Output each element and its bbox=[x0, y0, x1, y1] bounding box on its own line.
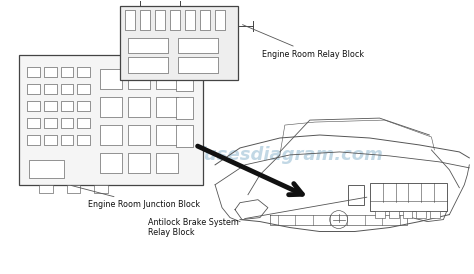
Bar bbox=[44, 67, 56, 77]
Bar bbox=[18, 55, 203, 185]
Bar bbox=[128, 58, 168, 73]
Bar bbox=[128, 38, 168, 53]
Bar bbox=[44, 84, 56, 94]
Bar bbox=[27, 101, 40, 111]
Bar bbox=[176, 69, 193, 91]
Bar bbox=[61, 135, 73, 145]
Bar bbox=[389, 211, 399, 218]
Bar bbox=[61, 118, 73, 128]
Bar bbox=[156, 153, 178, 173]
Text: Engine Room Junction Block: Engine Room Junction Block bbox=[71, 185, 201, 209]
Bar bbox=[156, 125, 178, 145]
Bar bbox=[430, 211, 440, 218]
Bar bbox=[44, 135, 56, 145]
Bar bbox=[347, 185, 364, 205]
Bar bbox=[370, 183, 447, 211]
Bar bbox=[156, 69, 178, 89]
Bar bbox=[185, 10, 195, 30]
Bar bbox=[100, 97, 122, 117]
Bar bbox=[100, 153, 122, 173]
Bar bbox=[44, 101, 56, 111]
Bar bbox=[100, 125, 122, 145]
Bar bbox=[200, 10, 210, 30]
Bar bbox=[178, 38, 218, 53]
Text: fusesdiagram.com: fusesdiagram.com bbox=[196, 146, 383, 164]
Bar bbox=[140, 10, 150, 30]
Bar bbox=[156, 97, 178, 117]
Bar bbox=[27, 118, 40, 128]
Text: Antilock Brake System
Relay Block: Antilock Brake System Relay Block bbox=[148, 197, 367, 237]
Bar bbox=[402, 211, 412, 218]
Bar bbox=[128, 97, 150, 117]
Bar bbox=[27, 67, 40, 77]
Bar bbox=[128, 69, 150, 89]
Bar bbox=[77, 135, 91, 145]
Bar bbox=[178, 58, 218, 73]
Bar bbox=[66, 185, 81, 193]
Bar bbox=[61, 67, 73, 77]
Bar bbox=[170, 10, 180, 30]
Bar bbox=[27, 84, 40, 94]
Text: Engine Room Relay Block: Engine Room Relay Block bbox=[243, 25, 364, 59]
Bar bbox=[44, 118, 56, 128]
Bar bbox=[61, 84, 73, 94]
Bar bbox=[125, 10, 135, 30]
Bar bbox=[215, 10, 225, 30]
Bar bbox=[94, 185, 109, 193]
Bar bbox=[38, 185, 53, 193]
Bar bbox=[77, 67, 91, 77]
Bar bbox=[120, 6, 238, 80]
Bar bbox=[28, 160, 64, 178]
Bar bbox=[27, 135, 40, 145]
Bar bbox=[61, 101, 73, 111]
Bar bbox=[374, 211, 384, 218]
Bar bbox=[176, 97, 193, 119]
Bar bbox=[176, 125, 193, 147]
Bar bbox=[100, 69, 122, 89]
Bar bbox=[77, 101, 91, 111]
Bar bbox=[417, 211, 427, 218]
Bar bbox=[77, 84, 91, 94]
Bar bbox=[128, 153, 150, 173]
Bar bbox=[155, 10, 165, 30]
Bar bbox=[77, 118, 91, 128]
Bar bbox=[128, 125, 150, 145]
